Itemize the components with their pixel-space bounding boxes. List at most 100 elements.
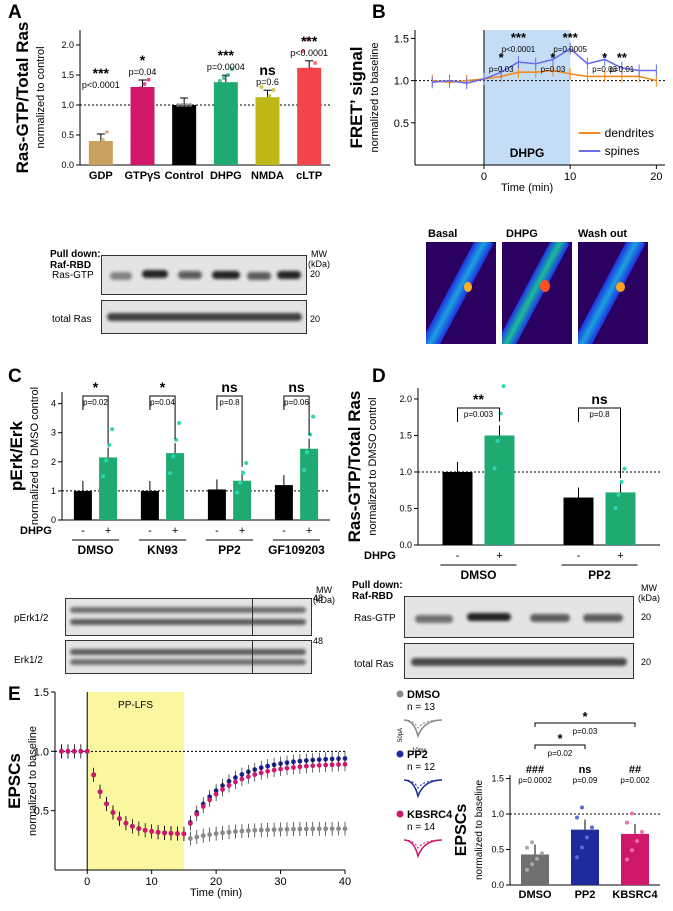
e-cmp-p1: p=0.02 <box>548 749 573 758</box>
a-point <box>142 82 147 86</box>
panel-d-chart: 0.0 0.5 1.0 1.5 2.0 Ras-GTP/Total Ras normaliz… <box>345 384 660 580</box>
b-stars: * <box>499 50 505 65</box>
e-bar-point <box>530 840 534 845</box>
e-bar-xlabel-PP2: PP2 <box>575 889 596 901</box>
d-pulldown-label: Pull down: Raf-RBD <box>352 580 403 602</box>
c-pvalue: p=0.06 <box>284 398 309 407</box>
a-point <box>229 67 234 71</box>
b-pvalue: p=0.03 <box>541 65 566 74</box>
e-point-DMSO <box>316 826 322 832</box>
e-bar-point <box>580 805 584 810</box>
a-mw-label: MW (kDa) <box>308 249 330 269</box>
c-ytick-label: 4 <box>51 399 56 409</box>
c-blot1-label: pErk1/2 <box>14 613 49 624</box>
c-bracket <box>82 395 109 444</box>
c-bar-trt-KN93 <box>166 453 185 520</box>
a-stars: *** <box>218 47 235 63</box>
c-point <box>305 450 310 455</box>
e-bar-stats: ns <box>579 764 592 776</box>
b-pvalue: p<0.0001 <box>502 45 536 54</box>
e-trace <box>403 719 443 739</box>
d-ylabel: Ras-GTP/Total Ras <box>345 391 364 543</box>
e-bar-point <box>575 815 579 820</box>
c-bar-ctrl-PP2 <box>207 489 226 520</box>
e-point-DMSO <box>245 828 251 834</box>
c-bar-ctrl-GF109203 <box>274 485 293 520</box>
e-trace <box>403 779 443 799</box>
e-bar-point <box>630 848 634 853</box>
e-cmp-bracket2 <box>534 722 636 727</box>
e-bar-pvalue: p=0.0002 <box>518 776 552 785</box>
e-point-KBSRC4 <box>310 763 316 769</box>
e-point-DMSO <box>342 826 348 832</box>
c-group-GF109203: GF109203 <box>268 543 325 557</box>
c-treat-label: DHPG <box>20 525 52 537</box>
e-point-KBSRC4 <box>316 762 322 768</box>
e-point-KBSRC4 <box>97 789 103 795</box>
c-plus: + <box>239 525 245 537</box>
e-legend-PP2: PP2 <box>407 749 428 761</box>
c-point <box>238 480 243 485</box>
e-point-KBSRC4 <box>329 762 335 768</box>
e-bar-point <box>590 825 594 830</box>
a-point <box>229 82 234 86</box>
e-point-DMSO <box>329 826 335 832</box>
d-point <box>622 466 627 471</box>
e-point-DMSO <box>258 827 264 833</box>
e-bar-pvalue: p=0.002 <box>620 776 650 785</box>
e-bar-ysub: normalized to baseline <box>474 780 485 880</box>
e-point-KBSRC4 <box>129 823 135 829</box>
e-bar-point <box>630 811 634 816</box>
e-point-KBSRC4 <box>278 766 283 772</box>
c-bracket <box>283 395 310 435</box>
e-xtick-label: 40 <box>339 876 351 888</box>
e-point-DMSO <box>239 828 245 834</box>
d-bracket <box>578 407 621 479</box>
c-kda: (kDa) <box>313 595 335 605</box>
e-point-KBSRC4 <box>162 830 167 836</box>
b-pvalue: p=0.03 <box>489 65 514 74</box>
c-minus: - <box>81 525 85 537</box>
c-mw-label: MW (kDa) <box>313 585 335 605</box>
e-point-DMSO <box>310 826 316 832</box>
c-point <box>177 420 182 425</box>
e-point-DMSO <box>284 826 290 832</box>
c-stars: ns <box>288 379 305 395</box>
d-mw2: 20 <box>641 657 652 667</box>
c-group-DMSO: DMSO <box>78 543 114 557</box>
a-pvalue: p<0.0001 <box>290 48 328 58</box>
a-ytick-label: 0.5 <box>61 130 74 140</box>
e-point-KBSRC4 <box>271 767 277 773</box>
e-cmp-bracket1 <box>534 744 586 749</box>
a-point <box>309 73 314 77</box>
b-img-label-washout: Wash out <box>578 228 628 240</box>
e-trace-dashed <box>403 779 443 789</box>
e-point-KBSRC4 <box>291 764 296 770</box>
c-mw: MW <box>316 585 332 595</box>
e-point-KBSRC4 <box>187 821 193 826</box>
e-point-DMSO <box>297 826 303 832</box>
d-ytick-label: 0.5 <box>399 503 412 513</box>
b-ytick-label: 1.5 <box>394 33 409 45</box>
a-point <box>301 91 306 95</box>
d-bar-trt-DMSO <box>484 435 515 545</box>
a-stars: *** <box>301 33 318 49</box>
c-stars: ns <box>221 379 238 395</box>
e-bar-ytick-label: 1.5 <box>491 774 504 784</box>
d-plus: + <box>496 550 502 562</box>
e-bar-point <box>540 851 544 856</box>
e-point-KBSRC4 <box>78 748 84 754</box>
e-ysub: normalized to baseline <box>27 726 39 836</box>
e-point-KBSRC4 <box>207 797 213 803</box>
e-bar-point <box>625 820 629 825</box>
a-point <box>259 85 264 89</box>
d-mw1: 20 <box>641 612 652 622</box>
e-point-KBSRC4 <box>142 827 148 833</box>
a-ytick-label: 0.0 <box>61 160 74 170</box>
a-point <box>313 61 318 65</box>
e-xtick-label: 20 <box>210 876 222 888</box>
a-point <box>176 103 181 107</box>
e-legend-KBSRC4: KBSRC4 <box>407 809 453 821</box>
a-blot1-label: Ras-GTP <box>52 270 94 281</box>
b-legend-dendrites: dendrites <box>605 126 654 140</box>
